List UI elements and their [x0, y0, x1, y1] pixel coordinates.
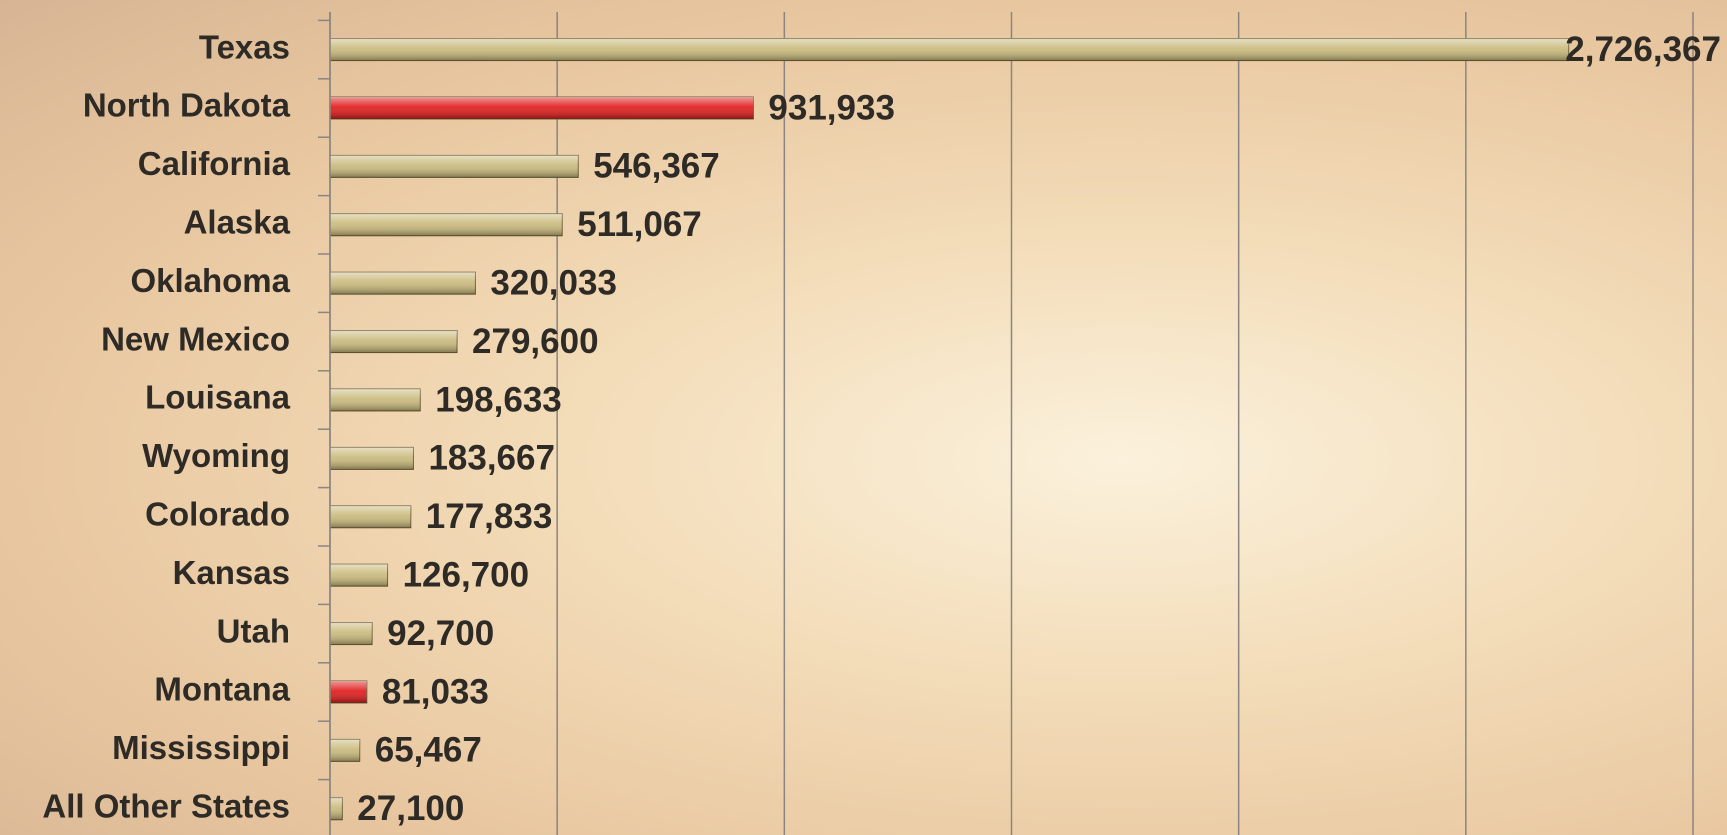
- y-tick-label: California: [138, 145, 291, 182]
- data-label: 198,633: [435, 380, 562, 419]
- chart: Texas 2,726,367 North Dakota 931,933 Califor…: [0, 0, 1727, 835]
- y-tick-label: Utah: [217, 612, 290, 649]
- data-label: 27,100: [357, 789, 464, 828]
- y-tick-label: Colorado: [145, 496, 290, 533]
- data-label: 546,367: [593, 147, 720, 186]
- y-tick-label: Montana: [154, 671, 290, 708]
- data-label: 931,933: [768, 88, 895, 127]
- data-label: 2,726,367: [1565, 30, 1721, 69]
- data-label: 183,667: [428, 439, 555, 478]
- y-tick-label: Kansas: [173, 554, 290, 591]
- y-tick-label: North Dakota: [83, 87, 291, 124]
- data-label: 81,033: [382, 672, 489, 711]
- y-tick-label: New Mexico: [101, 320, 290, 357]
- chart-background: Texas 2,726,367 North Dakota 931,933 Califor…: [0, 0, 1727, 835]
- data-label: 65,467: [375, 731, 482, 770]
- data-label: 511,067: [577, 205, 702, 244]
- y-tick-label: All Other States: [42, 788, 290, 825]
- y-tick-label: Alaska: [184, 204, 291, 241]
- data-label: 279,600: [472, 322, 599, 361]
- data-label: 126,700: [403, 555, 530, 594]
- data-label: 177,833: [426, 497, 553, 536]
- y-tick-label: Mississippi: [112, 729, 290, 766]
- y-tick-label: Wyoming: [142, 437, 290, 474]
- data-label: 320,033: [490, 263, 617, 302]
- y-tick-label: Louisana: [145, 379, 291, 416]
- y-tick-label: Oklahoma: [130, 262, 290, 299]
- data-label: 92,700: [387, 614, 494, 653]
- y-tick-label: Texas: [199, 28, 290, 65]
